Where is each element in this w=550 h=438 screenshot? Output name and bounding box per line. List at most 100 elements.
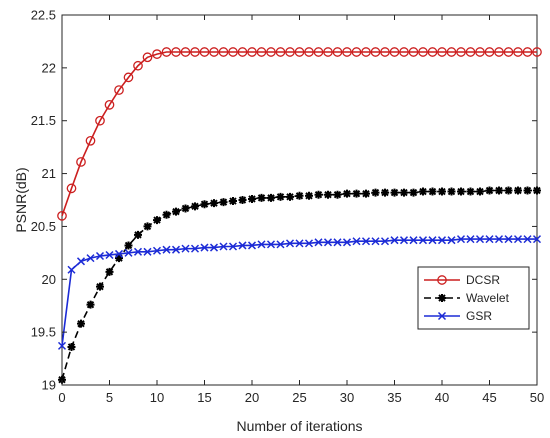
data-point-wavelet — [400, 188, 408, 197]
data-point-gsr — [247, 241, 257, 250]
data-point-dcsr — [294, 47, 305, 57]
data-point-dcsr — [522, 47, 533, 57]
data-point-dcsr — [95, 115, 105, 126]
data-point-dcsr — [532, 47, 542, 57]
data-point-dcsr — [332, 47, 343, 57]
data-point-gsr — [456, 235, 466, 244]
legend-label-dcsr: DCSR — [466, 273, 500, 287]
data-point-wavelet — [343, 189, 351, 198]
data-point-gsr — [418, 236, 428, 245]
data-point-gsr — [209, 243, 219, 252]
data-point-wavelet — [495, 186, 503, 195]
data-point-wavelet — [362, 189, 370, 198]
data-point-gsr — [523, 235, 532, 244]
x-tick-label: 50 — [530, 390, 544, 405]
data-point-dcsr — [503, 47, 514, 57]
data-point-dcsr — [76, 157, 86, 167]
data-point-wavelet — [447, 187, 456, 196]
data-point-dcsr — [171, 47, 181, 57]
legend-label-wavelet: Wavelet — [466, 291, 510, 305]
x-tick-label: 15 — [197, 390, 211, 405]
data-point-gsr — [190, 244, 200, 253]
data-point-dcsr — [133, 60, 143, 71]
data-point-wavelet — [409, 188, 418, 197]
x-axis-label: Number of iterations — [236, 418, 362, 434]
x-axis-ticks: 0 5 10 15 20 25 30 35 40 45 50 — [58, 15, 544, 405]
y-tick-label: 22 — [42, 60, 56, 75]
data-point-gsr — [314, 238, 323, 247]
data-point-wavelet — [514, 186, 522, 195]
data-point-gsr — [285, 239, 295, 248]
data-point-wavelet — [181, 204, 190, 213]
data-point-wavelet — [257, 193, 266, 202]
data-point-gsr — [447, 236, 456, 245]
data-point-dcsr — [66, 183, 77, 194]
data-point-dcsr — [484, 47, 495, 57]
data-point-wavelet — [324, 190, 332, 199]
data-point-gsr — [485, 235, 494, 244]
data-point-gsr — [513, 235, 523, 244]
x-tick-label: 20 — [245, 390, 259, 405]
data-point-gsr — [380, 237, 390, 246]
data-point-gsr — [352, 237, 361, 246]
data-point-gsr — [361, 237, 371, 246]
data-point-gsr — [409, 236, 418, 245]
data-point-dcsr — [313, 47, 324, 57]
data-point-dcsr — [256, 47, 267, 57]
data-point-wavelet — [438, 187, 446, 196]
data-point-wavelet — [248, 194, 256, 203]
data-point-wavelet — [172, 207, 180, 216]
data-point-gsr — [304, 239, 314, 248]
data-point-dcsr — [228, 47, 238, 57]
data-point-dcsr — [513, 47, 523, 57]
data-point-dcsr — [389, 47, 400, 57]
legend-label-gsr: GSR — [466, 309, 492, 323]
data-point-wavelet — [153, 216, 161, 225]
legend-entry-wavelet: Wavelet — [424, 291, 510, 305]
data-point-wavelet — [200, 200, 209, 209]
data-point-dcsr — [285, 47, 295, 57]
data-point-wavelet — [523, 186, 532, 195]
data-point-wavelet — [390, 188, 399, 197]
data-point-gsr — [266, 240, 276, 249]
x-tick-label: 45 — [482, 390, 496, 405]
data-point-dcsr — [408, 47, 419, 57]
data-point-dcsr — [247, 47, 257, 57]
data-point-dcsr — [427, 47, 438, 57]
data-point-dcsr — [399, 47, 409, 57]
data-point-wavelet — [238, 196, 247, 204]
data-point-dcsr — [123, 72, 134, 83]
data-point-dcsr — [494, 47, 504, 57]
data-point-gsr — [86, 254, 95, 263]
data-point-dcsr — [209, 47, 219, 57]
data-point-gsr — [143, 247, 152, 256]
data-point-gsr — [333, 238, 342, 247]
y-axis-ticks: 19 19.5 20 20.5 21 21.5 22 22.5 — [31, 8, 537, 393]
data-point-gsr — [399, 236, 409, 245]
data-point-dcsr — [370, 47, 381, 57]
data-point-gsr — [532, 235, 542, 244]
legend-marker-gsr — [437, 311, 447, 321]
data-point-dcsr — [142, 52, 153, 63]
data-point-dcsr — [85, 135, 96, 146]
data-point-wavelet — [191, 202, 199, 211]
x-tick-label: 30 — [340, 390, 354, 405]
data-point-dcsr — [161, 47, 172, 57]
y-tick-label: 21.5 — [31, 113, 56, 128]
data-point-gsr — [200, 243, 209, 252]
data-point-wavelet — [143, 222, 152, 231]
data-point-dcsr — [104, 100, 115, 110]
data-point-wavelet — [466, 187, 475, 196]
data-point-wavelet — [276, 192, 285, 201]
data-point-dcsr — [475, 47, 485, 57]
data-point-wavelet — [295, 191, 304, 200]
data-point-wavelet — [134, 230, 142, 239]
data-point-wavelet — [381, 188, 389, 197]
data-point-dcsr — [237, 47, 248, 57]
data-point-dcsr — [380, 47, 390, 57]
data-point-wavelet — [124, 241, 133, 250]
data-point-wavelet — [77, 319, 85, 328]
data-point-gsr — [67, 265, 76, 274]
data-point-wavelet — [485, 186, 494, 195]
data-point-dcsr — [275, 47, 286, 57]
